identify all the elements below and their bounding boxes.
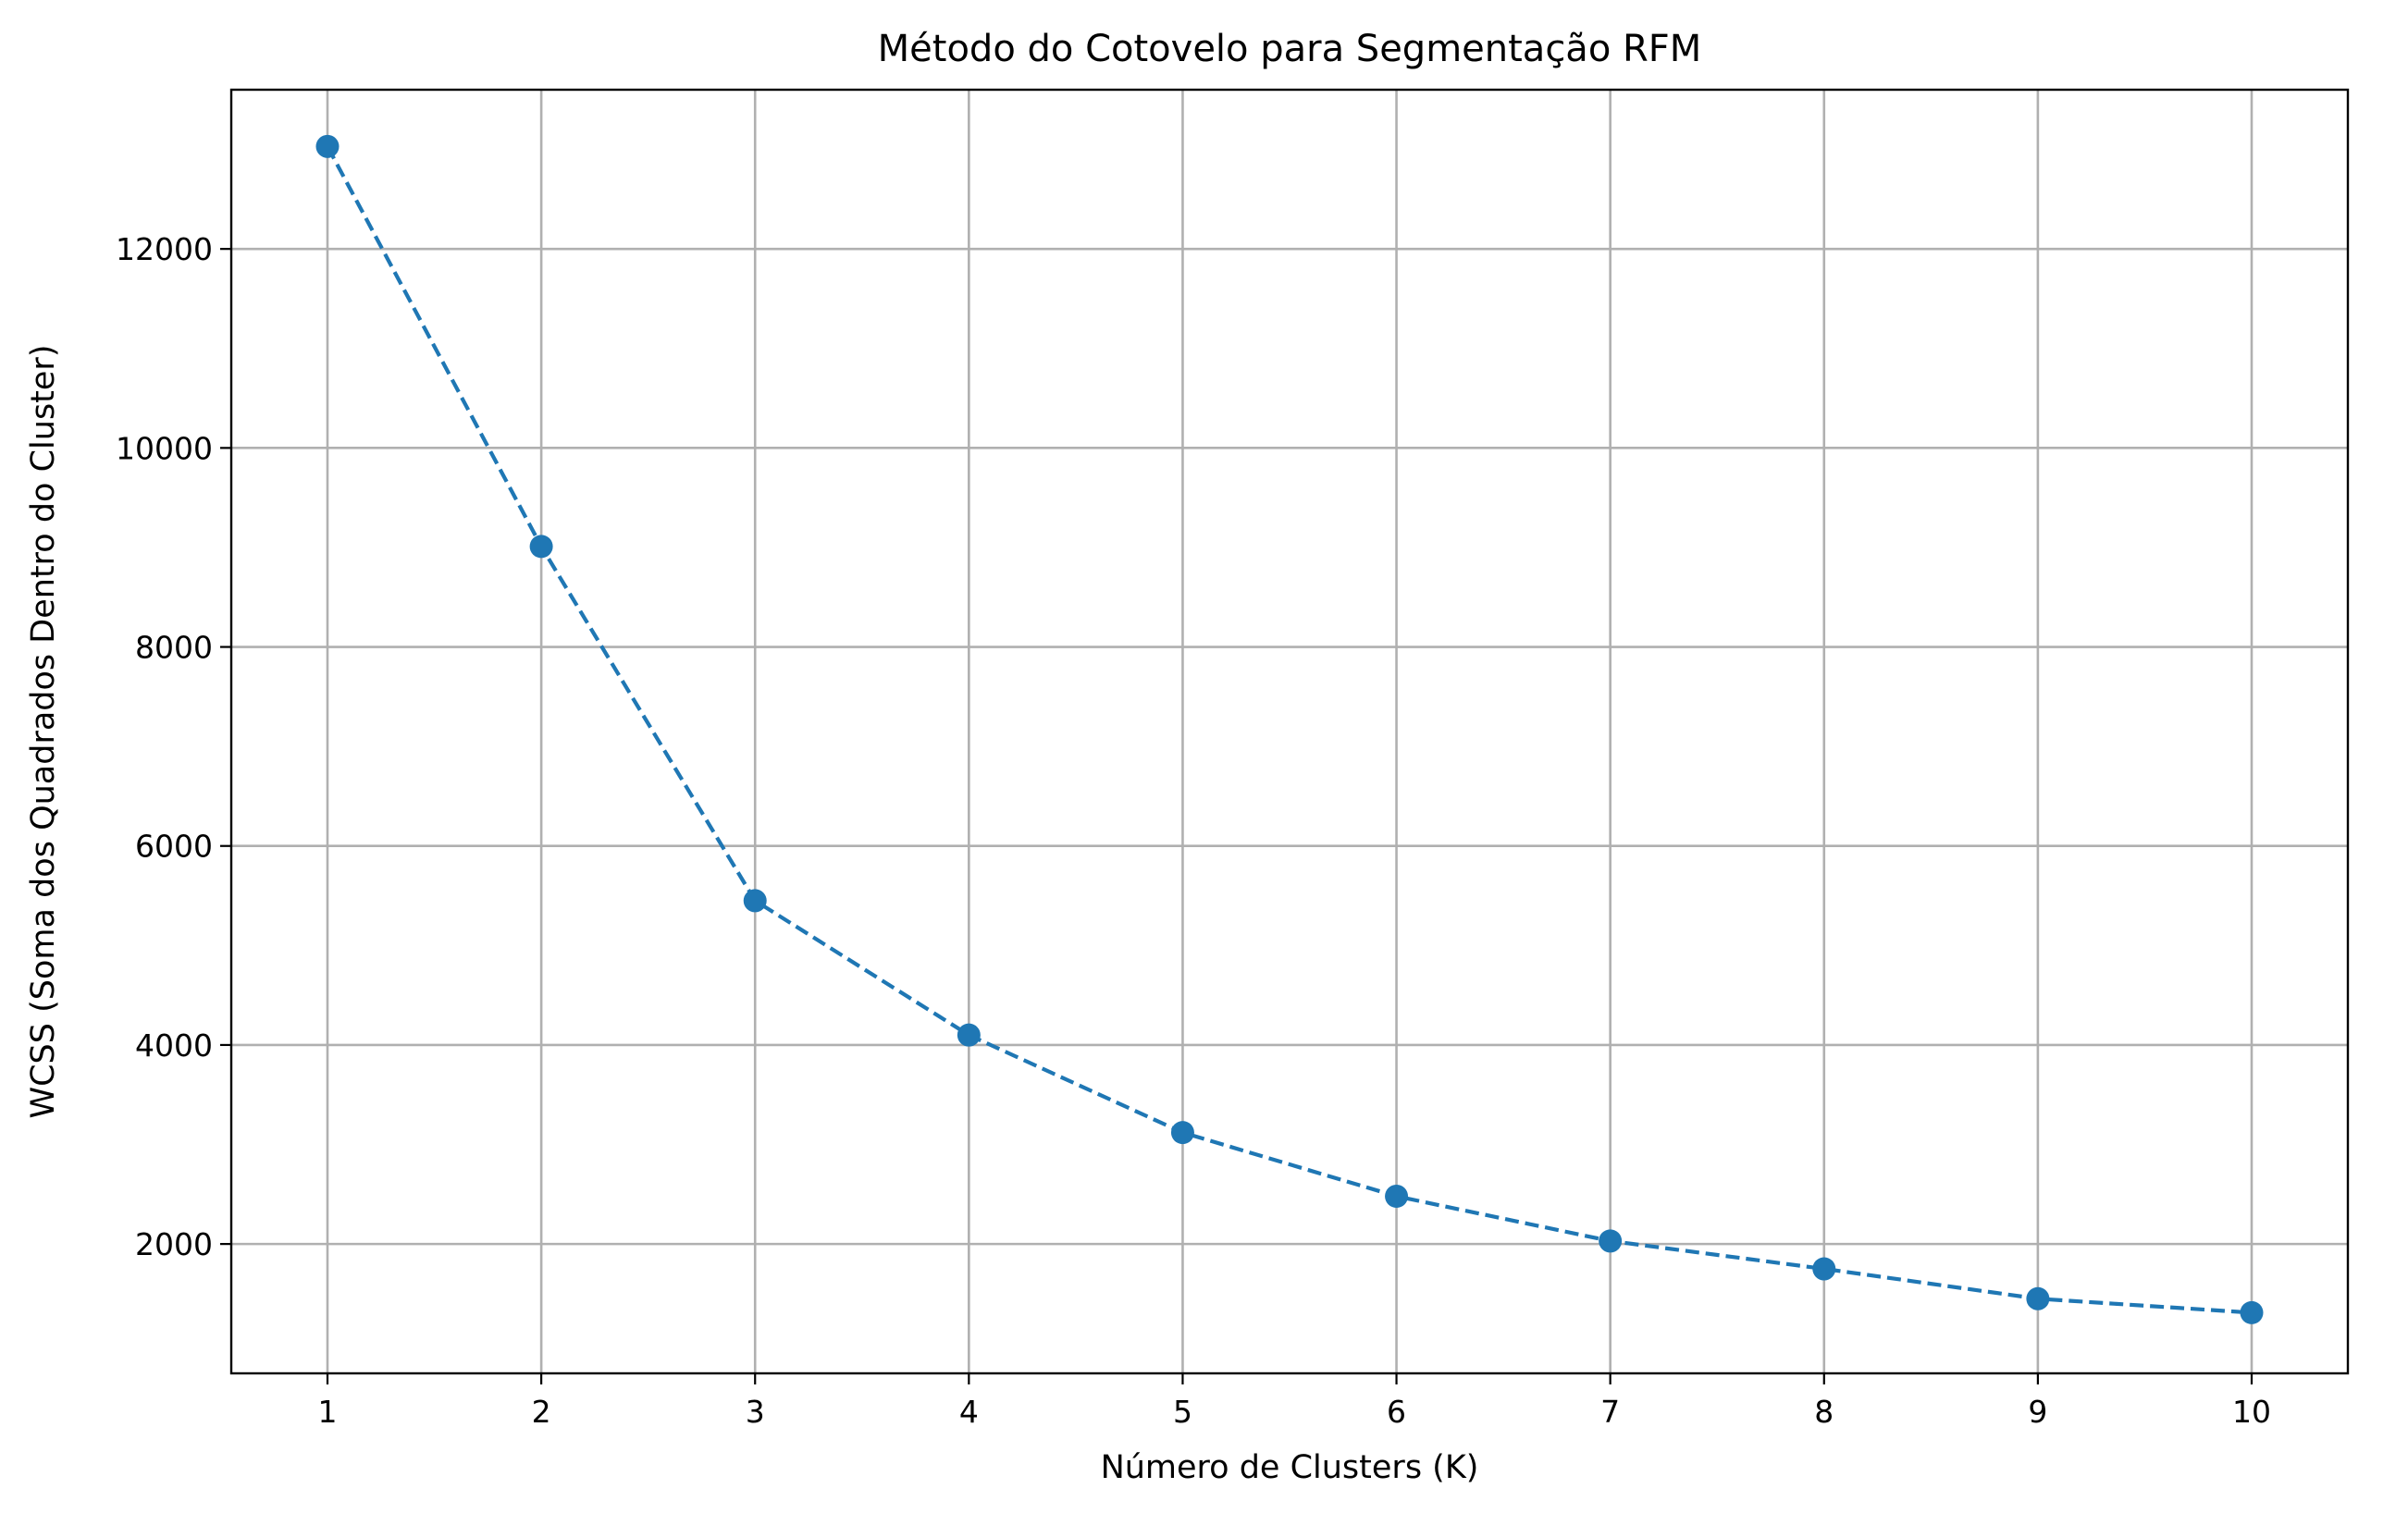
- y-tick-label: 6000: [135, 829, 213, 865]
- data-point: [1599, 1229, 1623, 1253]
- series-wcss: [315, 134, 2264, 1324]
- x-tick-label: 3: [746, 1394, 765, 1430]
- x-tick-label: 8: [1814, 1394, 1834, 1430]
- axis-ticks: 1 2 3 4 5 6 7 8 9 10 2000 4000 6000 8000 10000 12000: [116, 231, 2271, 1430]
- data-point: [1170, 1121, 1194, 1145]
- data-point: [743, 889, 767, 913]
- x-tick-label: 7: [1600, 1394, 1620, 1430]
- x-tick-label: 5: [1173, 1394, 1192, 1430]
- y-tick-label: 4000: [135, 1027, 213, 1064]
- y-axis-label: WCSS (Soma dos Quadrados Dentro do Clust…: [25, 345, 62, 1119]
- x-tick-label: 1: [318, 1394, 338, 1430]
- data-point: [1385, 1184, 1409, 1208]
- x-tick-label: 2: [532, 1394, 551, 1430]
- plot-frame: [229, 88, 2350, 1375]
- data-point: [2026, 1286, 2050, 1310]
- data-point: [2240, 1300, 2264, 1324]
- y-tick-label: 2000: [135, 1226, 213, 1262]
- y-tick-label: 10000: [116, 430, 213, 466]
- x-tick-label: 6: [1387, 1394, 1406, 1430]
- grid-lines: [231, 90, 2348, 1373]
- data-point: [957, 1023, 981, 1047]
- y-tick-label: 12000: [116, 231, 213, 267]
- x-axis-label: Número de Clusters (K): [1101, 1449, 1479, 1486]
- y-tick-label: 8000: [135, 630, 213, 666]
- x-tick-label: 10: [2232, 1394, 2271, 1430]
- x-tick-label: 4: [959, 1394, 979, 1430]
- chart-title: Método do Cotovelo para Segmentação RFM: [878, 28, 1702, 70]
- series-line: [326, 145, 2253, 1315]
- data-point: [1812, 1257, 1836, 1281]
- data-point: [529, 535, 553, 559]
- data-point: [315, 134, 340, 158]
- x-tick-label: 9: [2028, 1394, 2047, 1430]
